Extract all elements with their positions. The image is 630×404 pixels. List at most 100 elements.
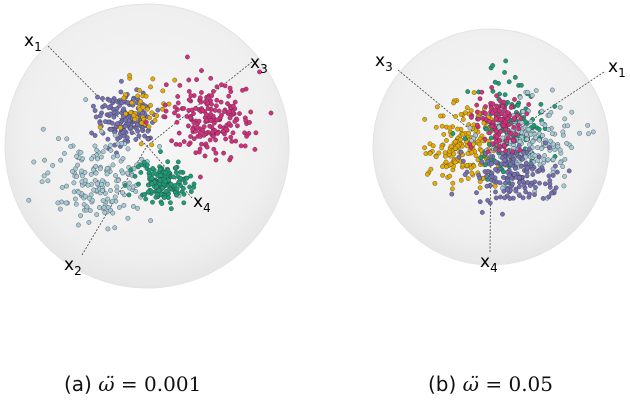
scatter-point-magenta (169, 138, 174, 144)
scatter-point-purple (133, 137, 139, 142)
scatter-point-lightblue (88, 172, 94, 177)
scatter-point-yellow (450, 180, 456, 186)
scatter-point-green (172, 183, 178, 188)
scatter-point-yellow (135, 93, 141, 99)
scatter-point-green (465, 89, 471, 94)
scatter-point-purple (546, 194, 552, 200)
scatter-point-magenta (199, 68, 204, 73)
scatter-point-lightblue (517, 139, 523, 145)
scatter-point-magenta (186, 89, 192, 94)
scatter-point-lightblue (109, 198, 115, 204)
scatter-point-magenta (193, 106, 198, 111)
scatter-point-lightblue (565, 123, 571, 129)
scatter-point-lightblue (529, 93, 535, 98)
scatter-point-lightblue (59, 185, 65, 190)
scatter-point-green (126, 192, 132, 198)
scatter-point-yellow (138, 99, 144, 104)
scatter-point-purple (479, 159, 485, 165)
scatter-point-purple (520, 195, 526, 201)
scatter-point-purple (530, 166, 535, 172)
axis-line-x3-a (146, 61, 253, 147)
scatter-point-lightblue (560, 129, 566, 135)
scatter-point-yellow (150, 76, 156, 82)
scatter-point-magenta (504, 138, 509, 144)
scatter-point-lightblue (126, 180, 132, 186)
scatter-point-lightblue (524, 136, 530, 142)
scatter-point-green (122, 183, 128, 188)
scatter-point-lightblue (539, 120, 545, 126)
scatter-point-yellow (477, 141, 482, 147)
scatter-point-magenta (233, 138, 239, 144)
scatter-point-lightblue (40, 126, 46, 132)
panel-b: x3 x1 x4 (372, 28, 626, 275)
scatter-point-green (157, 167, 163, 172)
scatter-point-magenta (248, 109, 254, 115)
scatter-point-magenta (498, 117, 504, 122)
scatter-point-green (502, 92, 508, 98)
scatter-point-purple (474, 190, 479, 196)
scatter-point-lightblue (110, 162, 116, 168)
scatter-point-yellow (439, 123, 445, 129)
scatter-point-magenta (489, 124, 495, 129)
scatter-point-green (536, 126, 542, 132)
scatter-point-lightblue (71, 180, 77, 186)
scatter-point-yellow (123, 111, 129, 117)
scatter-point-green (165, 159, 171, 165)
scatter-point-lightblue (539, 146, 544, 151)
scatter-point-magenta (483, 104, 488, 109)
scatter-point-purple (145, 136, 151, 142)
scatter-point-green (150, 199, 155, 205)
scatter-point-magenta (485, 149, 491, 155)
scatter-point-magenta (211, 146, 217, 152)
scatter-point-magenta (237, 111, 242, 116)
scatter-point-lightblue (64, 183, 69, 189)
scatter-point-yellow (129, 100, 135, 106)
scatter-point-yellow (468, 108, 474, 113)
scatter-point-yellow (460, 131, 466, 137)
scatter-point-purple (458, 149, 464, 155)
scatter-point-green (500, 169, 506, 175)
scatter-point-green (158, 172, 164, 178)
scatter-point-purple (550, 173, 556, 178)
scatter-point-purple (502, 157, 508, 163)
scatter-point-yellow (442, 150, 448, 156)
caption-b: (b) ω̈ = 0.05 (428, 372, 553, 396)
scatter-point-purple (511, 171, 517, 177)
scatter-point-purple (107, 111, 113, 117)
scatter-point-yellow (427, 151, 433, 156)
scatter-point-magenta (480, 116, 486, 121)
scatter-point-magenta (494, 93, 499, 99)
scatter-point-magenta (175, 100, 181, 106)
scatter-point-yellow (143, 93, 149, 99)
scatter-point-yellow (137, 87, 142, 93)
scatter-point-purple (92, 108, 98, 113)
scatter-point-purple (122, 123, 128, 129)
scatter-point-lightblue (92, 143, 98, 149)
scatter-point-purple (120, 130, 126, 135)
axis-label-x1-a: x1 (24, 31, 42, 54)
scatter-point-yellow (466, 130, 471, 136)
scatter-point-magenta (501, 143, 507, 148)
scatter-point-purple (502, 195, 507, 201)
scatter-point-magenta (468, 145, 474, 150)
scatter-point-magenta (232, 99, 238, 105)
scatter-point-yellow (439, 145, 445, 151)
scatter-point-magenta (210, 129, 215, 135)
scatter-point-green (161, 195, 167, 200)
scatter-point-magenta (196, 118, 202, 124)
scatter-point-magenta (498, 129, 504, 134)
scatter-point-yellow (451, 151, 457, 157)
scatter-point-lightblue (586, 131, 591, 137)
scatter-point-purple (530, 172, 536, 177)
scatter-point-yellow (149, 110, 155, 116)
scatter-point-magenta (197, 95, 203, 101)
scatter-point-yellow (152, 118, 158, 123)
scatter-point-lightblue (530, 139, 536, 144)
scatter-point-green (157, 177, 163, 183)
scatter-point-yellow (422, 116, 428, 122)
scatter-point-lightblue (577, 130, 582, 136)
scatter-point-green (135, 164, 141, 170)
scatter-point-magenta (214, 97, 220, 103)
scatter-point-magenta (204, 112, 209, 118)
scatter-point-purple (542, 181, 548, 187)
